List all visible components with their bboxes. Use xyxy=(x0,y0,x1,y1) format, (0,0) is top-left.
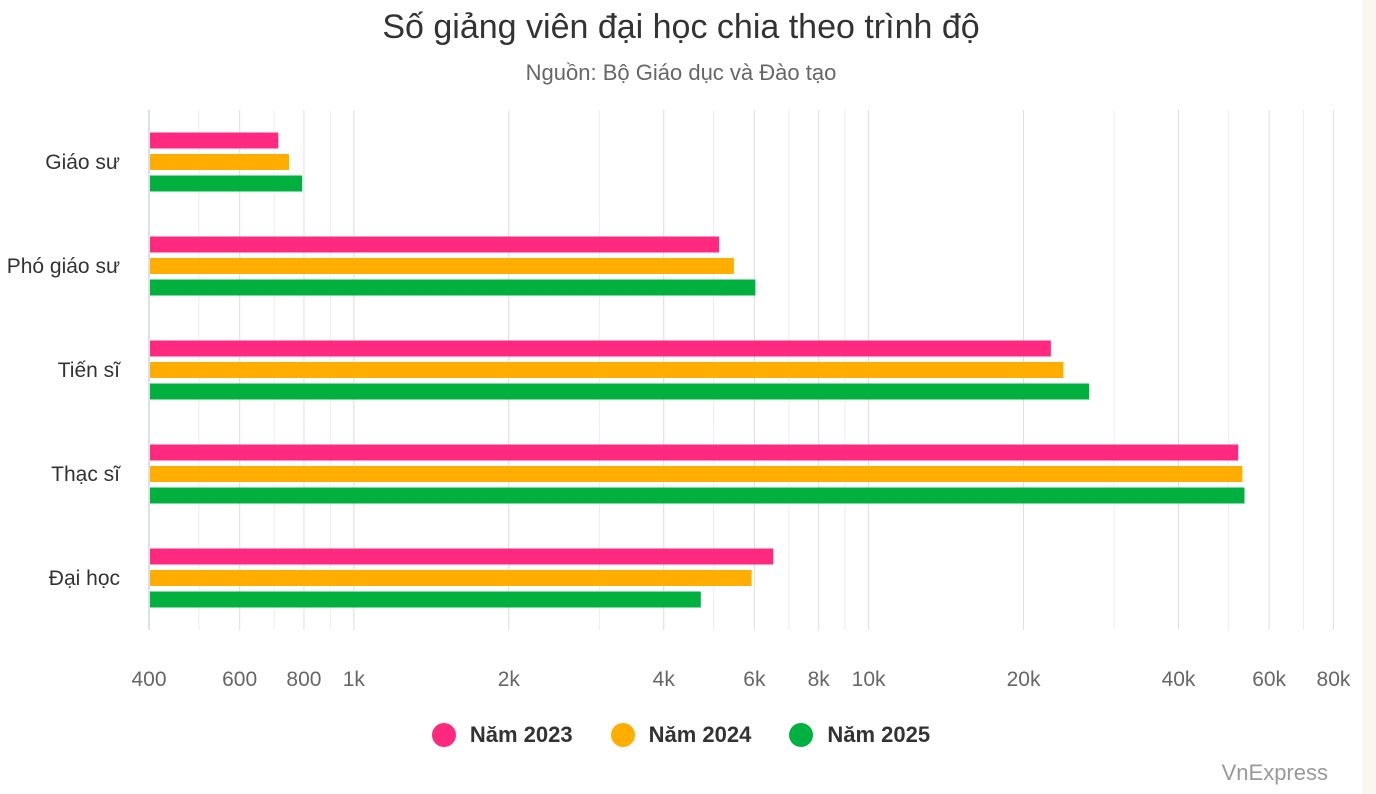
x-tick-label: 10k xyxy=(852,668,886,691)
bar-1-category-2 xyxy=(150,236,720,253)
bar-3-category-2 xyxy=(150,279,756,296)
chart-subtitle: Nguồn: Bộ Giáo dục và Đào tạo xyxy=(525,60,837,85)
x-tick-label: 600 xyxy=(222,668,257,691)
credit-text: VnExpress xyxy=(1221,760,1328,785)
x-tick-label: 8k xyxy=(808,668,831,691)
chart-title: Số giảng viên đại học chia theo trình độ xyxy=(382,8,980,46)
bar-2-category-4 xyxy=(150,466,1243,482)
legend-item-2024[interactable]: Năm 2024 xyxy=(610,722,752,748)
category-label: Giáo sư xyxy=(45,151,120,174)
legend-marker-2023 xyxy=(431,723,456,747)
bar-3-category-3 xyxy=(150,383,1090,400)
bar-1-category-5 xyxy=(150,548,774,565)
chart-legend: Năm 2023 Năm 2024 Năm 2025 xyxy=(0,722,1362,748)
bar-1-category-1 xyxy=(150,132,279,149)
x-tick-label: 1k xyxy=(343,668,366,691)
bar-1-category-4 xyxy=(150,444,1239,461)
bar-3-category-5 xyxy=(150,591,701,608)
page-edge xyxy=(1362,0,1376,794)
category-label: Đại học xyxy=(49,567,120,590)
x-tick-label: 20k xyxy=(1007,668,1041,691)
category-label: Thạc sĩ xyxy=(51,463,121,486)
bar-chart: 400 600 800 1k 2k 4k 6k 8k 10k 20k 40k 60k 80k Giáo s… xyxy=(7,110,1351,691)
bar-2-category-1 xyxy=(150,154,290,170)
legend-label-2023: Năm 2023 xyxy=(469,722,573,747)
category-label: Phó giáo sư xyxy=(7,255,120,278)
bar-1-category-3 xyxy=(150,340,1051,357)
bar-2-category-3 xyxy=(150,362,1064,378)
x-tick-label: 400 xyxy=(131,668,166,691)
x-tick-label: 40k xyxy=(1162,668,1196,691)
legend-item-2025[interactable]: Năm 2025 xyxy=(789,722,930,748)
bar-3-category-1 xyxy=(150,175,303,192)
x-tick-label: 800 xyxy=(286,668,321,691)
bar-2-category-2 xyxy=(150,258,734,274)
x-tick-label: 6k xyxy=(743,668,766,691)
bar-3-category-4 xyxy=(150,487,1245,504)
x-tick-label: 80k xyxy=(1317,668,1351,691)
x-tick-label: 4k xyxy=(653,668,676,691)
x-tick-label: 2k xyxy=(498,668,521,691)
category-label: Tiến sĩ xyxy=(58,359,121,382)
x-tick-label: 60k xyxy=(1252,668,1286,691)
legend-marker-2024 xyxy=(610,723,635,747)
legend-label-2025: Năm 2025 xyxy=(827,722,931,747)
legend-marker-2025 xyxy=(789,723,814,747)
bar-2-category-5 xyxy=(150,570,752,586)
legend-item-2023[interactable]: Năm 2023 xyxy=(431,722,573,748)
legend-label-2024: Năm 2024 xyxy=(648,722,752,747)
